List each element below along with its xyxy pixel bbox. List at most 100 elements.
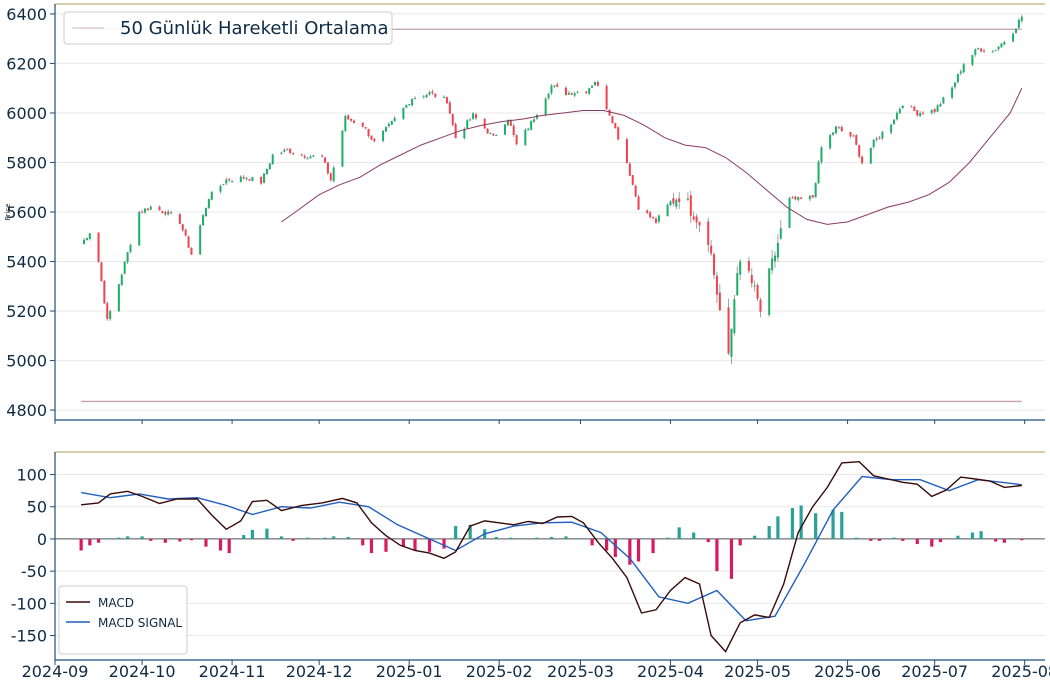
candlestick [425, 94, 428, 99]
x-tick-label: 2024-10 [109, 662, 176, 681]
candle-body [242, 176, 245, 179]
candle-body [773, 255, 777, 262]
candle-body [858, 145, 861, 157]
candle-body [994, 49, 997, 51]
candle-body [428, 92, 431, 95]
candle-body [573, 93, 576, 96]
macd-histogram-bar [323, 537, 327, 539]
candle-body [384, 126, 387, 132]
candle-body [977, 48, 980, 50]
candlestick [164, 210, 167, 217]
macd-histogram-bar [706, 538, 710, 543]
candle-body [794, 196, 797, 200]
candlestick [689, 190, 692, 223]
candlestick [251, 176, 254, 182]
candlestick [524, 127, 527, 147]
candle-body [463, 128, 466, 139]
macd-histogram-bar [613, 538, 617, 557]
candle-body [503, 124, 507, 135]
candlestick [103, 279, 106, 304]
candlestick [503, 124, 507, 135]
candle-body [953, 82, 957, 88]
candlestick [1003, 40, 1006, 46]
candlestick [321, 154, 324, 158]
candle-body [184, 229, 187, 236]
candlestick [608, 109, 611, 116]
candlestick [1014, 28, 1017, 34]
macd-histogram-bar [1020, 538, 1024, 541]
candle-body [564, 87, 567, 96]
candle-body [146, 208, 149, 211]
candlestick [829, 133, 832, 150]
candlestick [852, 133, 855, 137]
candlestick [204, 207, 207, 218]
macd-histogram-bar [970, 532, 975, 539]
price-y-tick-label: 5800 [6, 153, 47, 172]
candle-body [228, 179, 231, 181]
candle-body [750, 275, 753, 284]
candle-body [869, 147, 872, 164]
candle-body [861, 156, 864, 164]
candlestick [361, 122, 364, 128]
candle-body [286, 149, 289, 151]
candle-body [1003, 42, 1006, 45]
macd-histogram-bar [892, 537, 896, 539]
candle-body [373, 138, 376, 142]
candle-body [303, 155, 306, 158]
price-y-tick-label: 5200 [6, 302, 47, 321]
candlestick [564, 86, 567, 96]
macd-histogram-bar [149, 538, 153, 541]
candlestick [933, 108, 936, 114]
macd-legend-label: MACD [98, 596, 134, 610]
candle-body [672, 198, 675, 204]
candlestick [715, 271, 718, 304]
candlestick [983, 48, 986, 54]
macd-histogram-bar [575, 538, 580, 539]
candle-body [300, 154, 303, 156]
candle-body [736, 273, 739, 296]
candle-body [489, 132, 492, 134]
macd-histogram-bar [361, 538, 365, 546]
candlestick [231, 180, 234, 183]
candle-body [222, 184, 225, 186]
candlestick [593, 81, 597, 86]
candlestick [260, 175, 263, 185]
candlestick [413, 96, 417, 100]
macd-histogram-bar [494, 537, 498, 539]
candlestick [634, 184, 637, 198]
macd-histogram-bar [869, 538, 873, 541]
macd-histogram-bar [140, 536, 144, 539]
candle-body [88, 233, 91, 240]
candle-body [187, 236, 190, 248]
candlestick [678, 191, 681, 209]
candlestick [617, 126, 620, 141]
candlestick [280, 151, 283, 155]
candlestick [109, 309, 112, 321]
macd-histogram-bar [776, 516, 780, 539]
candlestick [129, 243, 132, 254]
candle-body [628, 163, 631, 176]
candle-body [431, 91, 434, 94]
candlestick [997, 46, 1000, 52]
candle-body [103, 280, 106, 304]
candlestick [405, 104, 408, 109]
macd-signal-line [80, 475, 1022, 622]
candlestick [596, 80, 599, 87]
candle-body [875, 138, 878, 140]
candle-body [646, 210, 649, 214]
candlestick [605, 84, 608, 110]
candlestick [756, 282, 759, 301]
candlestick [143, 207, 147, 214]
candle-body [405, 104, 408, 108]
candle-body [654, 218, 657, 223]
candle-body [747, 261, 750, 272]
macd-histogram-bar [651, 538, 655, 554]
price-y-tick-label: 6200 [6, 54, 47, 73]
candlestick [936, 103, 939, 112]
macd-histogram-bar [384, 538, 388, 552]
candle-body [260, 176, 263, 184]
macd-histogram-bar [605, 538, 609, 551]
candlestick [739, 258, 742, 281]
candle-body [393, 117, 396, 122]
candle-body [576, 91, 579, 93]
